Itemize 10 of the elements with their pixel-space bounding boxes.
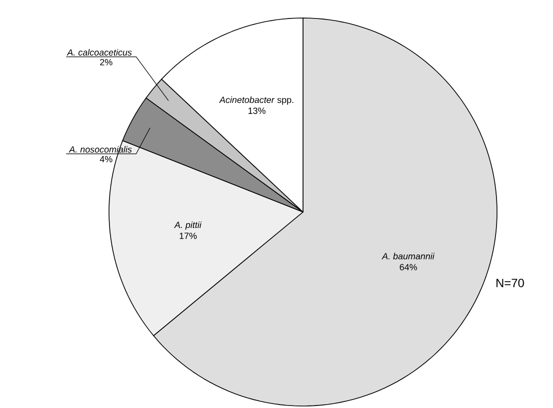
- data-label: 4%: [100, 156, 112, 162]
- data-label: 2%: [100, 58, 112, 66]
- slice-label: A. calcoaceticus: [66, 49, 132, 56]
- slice-label: Acinetobacter spp.: [219, 96, 294, 105]
- slice-label: A. pittii: [174, 221, 202, 230]
- data-label: 13%: [248, 108, 266, 114]
- data-label: 17%: [180, 232, 197, 239]
- text: N=70: [496, 278, 524, 288]
- data-label: 64%: [400, 264, 417, 270]
- slice-label: A. baumannii: [382, 252, 435, 260]
